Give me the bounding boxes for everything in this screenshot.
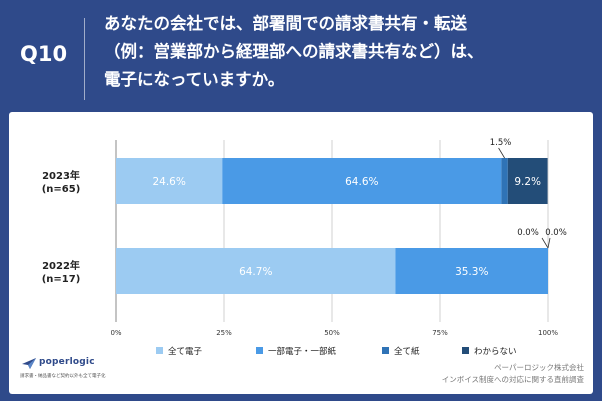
x-tick-label: 25% (216, 329, 232, 337)
legend-label: 全て紙 (394, 346, 420, 357)
question-line-1: あなたの会社では、部署間での請求書共有・転送 (104, 14, 467, 33)
chart-panel: 0% 25% 50% 75% 100% 2023年 (n=65) 24.6% 64.6% 9.2%… (9, 112, 593, 394)
bar-segment (395, 248, 548, 294)
bar-data-label: 9.2% (514, 176, 541, 188)
source-company: ペーパーロジック株式会社 (494, 363, 584, 372)
bar-segment (507, 158, 548, 204)
bar-segment (222, 158, 502, 204)
category-label-year: 2022年 (42, 259, 80, 272)
category-label-n: (n=17) (42, 274, 81, 285)
source-survey: インボイス制度への対応に関する直前調査 (441, 375, 584, 384)
source-note: ペーパーロジック株式会社 インボイス制度への対応に関する直前調査 (442, 362, 584, 386)
bar-segment (116, 158, 223, 204)
question-line-3: 電子になっていますか。 (104, 70, 285, 89)
legend-label: 一部電子・一部紙 (268, 346, 337, 357)
x-tick-label: 0% (110, 329, 121, 337)
category-label-n: (n=65) (42, 184, 81, 195)
question-number: Q10 (20, 42, 68, 66)
bar-data-label: 64.6% (345, 176, 378, 188)
bar-data-label: 35.3% (455, 266, 488, 278)
legend-label: わからない (474, 347, 517, 357)
legend-swatch (256, 347, 263, 354)
legend-label: 全て電子 (168, 346, 203, 357)
question-line-2: （例：営業部から経理部への請求書共有など）は、 (104, 42, 484, 61)
question-header: Q10 あなたの会社では、部署間での請求書共有・転送 （例：営業部から経理部への… (0, 0, 602, 108)
legend-swatch (462, 347, 469, 354)
callout-line (547, 237, 551, 249)
bar-data-label: 0.0% (545, 228, 567, 238)
legend-swatch (382, 347, 389, 354)
bar-data-label: 0.0% (517, 228, 539, 238)
brand-tagline: 請求書・納品書など契約以外も全て電子化 (20, 374, 106, 379)
bar-data-label: 24.6% (152, 176, 185, 188)
x-tick-label: 100% (538, 329, 558, 337)
bar-segment (501, 158, 508, 204)
callout-line (541, 237, 549, 249)
category-label-year: 2023年 (42, 169, 80, 182)
question-text: あなたの会社では、部署間での請求書共有・転送 （例：営業部から経理部への請求書共… (104, 10, 584, 94)
stacked-bar-chart: 0% 25% 50% 75% 100% 2023年 (n=65) 24.6% 64.6% 9.2%… (42, 138, 567, 357)
callout-line (498, 147, 505, 159)
brand-name: poperlogic (39, 357, 95, 367)
header-divider (84, 18, 85, 100)
bar-segment (116, 248, 396, 294)
legend-swatch (156, 347, 163, 354)
paper-plane-icon (22, 358, 36, 369)
x-tick-label: 50% (324, 329, 340, 337)
bar-data-label: 64.7% (239, 266, 272, 278)
bar-data-label: 1.5% (490, 138, 512, 148)
x-tick-label: 75% (432, 329, 448, 337)
